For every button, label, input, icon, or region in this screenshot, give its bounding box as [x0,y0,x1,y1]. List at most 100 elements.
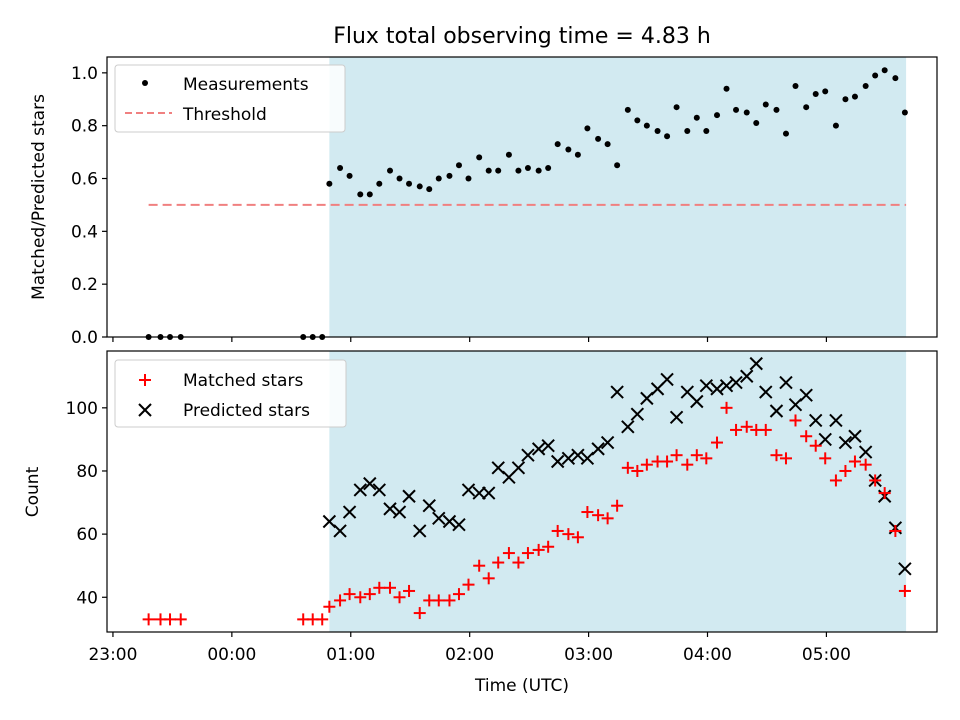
matched-point [740,420,753,433]
matched-point [492,556,505,569]
matched-point [898,584,911,597]
measurement-point [476,154,483,161]
legend-matched-marker [139,374,151,386]
measurement-point [505,151,512,158]
x-tick-label: 01:00 [326,645,375,665]
measurement-point [773,106,780,113]
top-y-axis-label: Matched/Predicted stars [29,94,49,300]
bottom-y-tick-label: 40 [76,588,98,608]
measurement-point [465,175,472,182]
measurement-point [337,164,344,171]
matched-point [829,474,842,487]
bottom-points [142,356,912,626]
measurement-point [614,162,621,169]
matched-point [681,458,694,471]
predicted-point [580,451,595,466]
predicted-point [333,524,347,538]
matched-point [512,556,525,569]
matched-point [571,531,584,544]
measurement-point [654,127,661,134]
matched-point [700,452,713,465]
measurement-point [396,175,403,182]
measurement-point [624,106,631,113]
measurement-point [664,133,671,140]
predicted-point [472,486,486,500]
matched-point [334,594,347,607]
matched-point [384,581,397,594]
legend-predicted-marker [138,403,152,417]
top-legend-box [114,64,346,133]
matched-point [551,524,564,537]
bottom-panel: 40 60 80 100 23:00 00:00 01:00 02:00 03:00 04:00… [23,350,938,696]
matched-point [532,543,545,556]
matched-point [473,559,486,572]
top-y-tick-label: 0.8 [71,117,98,137]
top-panel: 0.0 0.2 0.4 0.6 0.8 1.0 Matched/Predicted sta… [29,56,938,348]
measurement-point [714,112,721,119]
matched-point [711,436,724,449]
predicted-point [630,407,645,421]
measurement-point [545,164,552,171]
predicted-point [729,375,743,390]
measurement-point [673,104,680,111]
measurement-point [862,83,869,90]
matched-point [164,613,177,626]
bottom-y-tick-label: 100 [66,399,98,419]
predicted-point [422,499,436,513]
legend-threshold-label: Threshold [182,105,267,125]
top-shaded-rect [329,57,907,337]
predicted-point [342,505,357,519]
matched-point [592,509,605,522]
predicted-point [699,379,714,393]
bottom-legend: Matched stars Predicted stars [114,359,347,428]
bottom-y-ticks: 40 60 80 100 [66,399,107,608]
measurement-point [565,146,572,153]
measurement-point [842,96,849,103]
measurement-point [406,180,413,187]
predicted-point [759,385,773,399]
measurement-point [901,109,908,116]
bottom-legend-box [114,359,347,428]
matched-point [373,581,386,594]
measurement-point [416,183,423,190]
measurement-point [387,167,394,174]
matched-point [819,452,832,465]
predicted-point [511,461,526,475]
bottom-x-ticks: 23:00 00:00 01:00 02:00 03:00 04:00 05:00 [88,632,851,665]
measurement-point [782,130,789,137]
measurement-point [604,141,611,148]
predicted-point [452,517,466,532]
matched-point [809,439,822,452]
predicted-point [799,388,813,402]
matched-point [521,547,534,560]
matched-point [502,547,515,560]
predicted-point [829,413,843,428]
measurement-point [366,191,373,198]
predicted-point [591,442,605,456]
measurement-point [822,88,829,95]
top-legend: Measurements Threshold [114,64,346,133]
predicted-point [392,505,407,519]
matched-point [779,452,792,465]
predicted-point [818,432,832,447]
matched-point [889,524,902,537]
matched-point [601,512,614,525]
measurement-point [535,167,542,174]
predicted-point [779,375,793,390]
measurement-point [524,164,531,171]
matched-point [452,588,465,601]
matched-point [869,474,882,487]
chart-title: Flux total observing time = 4.83 h [333,24,711,49]
matched-point [363,588,376,601]
predicted-point [372,483,387,497]
predicted-point [491,461,505,475]
measurement-point [693,114,700,121]
x-tick-label: 04:00 [683,645,732,665]
measurement-point [762,101,769,108]
matched-point [770,449,783,462]
predicted-point [541,439,555,453]
predicted-point [610,385,624,399]
matched-point [142,613,155,626]
matched-point [839,464,852,477]
